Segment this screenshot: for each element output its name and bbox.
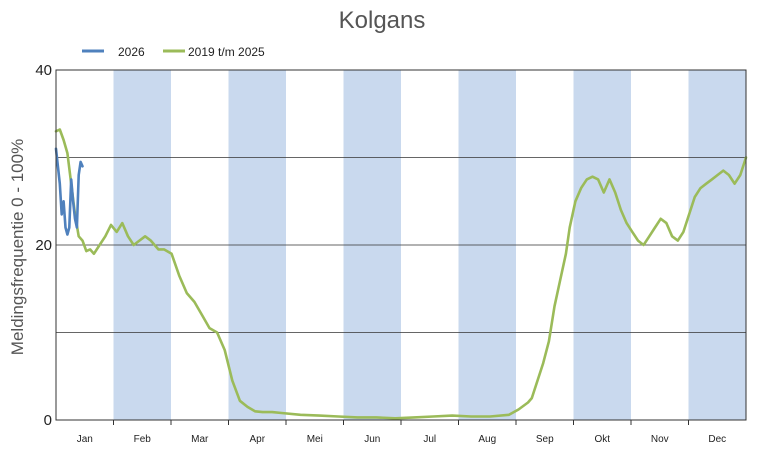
y-tick-labels: 0 20 40 — [35, 62, 52, 429]
x-tick-label: Nov — [651, 434, 669, 445]
x-tick-label: Jun — [364, 434, 380, 445]
y-tick-label: 40 — [35, 62, 52, 79]
series-line-1 — [54, 128, 748, 420]
y-tick-label: 0 — [44, 412, 52, 429]
series-lines — [54, 128, 748, 420]
y-axis-label: Meldingsfrequentie 0 - 100% — [8, 139, 27, 355]
legend-label-2026: 2026 — [118, 45, 145, 59]
x-tick-label: Jul — [423, 434, 436, 445]
x-tick-label: Feb — [134, 434, 152, 445]
gridlines — [56, 157, 746, 333]
x-tick-label: Okt — [594, 434, 610, 445]
legend-label-2019-2025: 2019 t/m 2025 — [188, 45, 265, 59]
x-tick-label: Aug — [478, 434, 496, 445]
x-tick-label: Mei — [307, 434, 323, 445]
series-line-0 — [54, 147, 84, 236]
legend: 2026 2019 t/m 2025 — [82, 45, 265, 59]
x-tick-label: Sep — [536, 434, 554, 445]
x-tick-label: Apr — [249, 434, 265, 445]
x-tick-label: Dec — [708, 434, 726, 445]
x-tick-label: Jan — [77, 434, 93, 445]
chart-title: Kolgans — [339, 7, 426, 34]
x-tick-labels: Jan Feb Mar Apr Mei Jun Jul Aug Sep Okt Nov Dec — [77, 420, 726, 445]
y-tick-label: 20 — [35, 237, 52, 254]
x-tick-label: Mar — [191, 434, 209, 445]
